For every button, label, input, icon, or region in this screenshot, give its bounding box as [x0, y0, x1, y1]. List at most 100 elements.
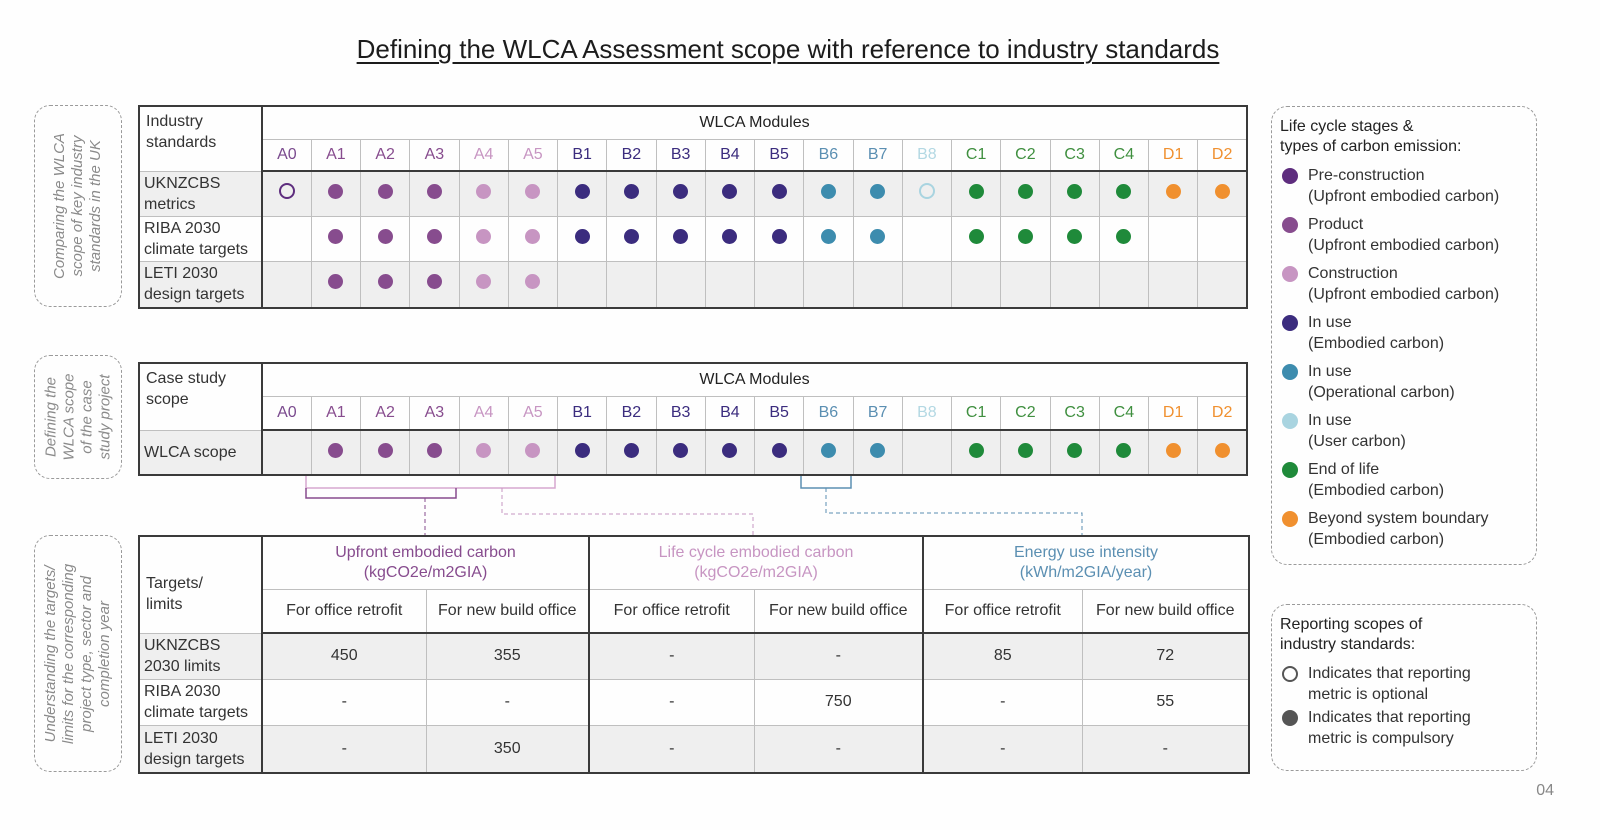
module-cell: [507, 170, 559, 217]
compulsory-marker-icon: [525, 274, 541, 290]
compulsory-marker-icon: [574, 183, 590, 199]
module-cell: [507, 260, 559, 309]
compulsory-marker-icon: [673, 442, 689, 458]
target-value: -: [922, 678, 1083, 726]
module-cell: [409, 260, 460, 309]
module-code-d1: D1: [1147, 395, 1199, 431]
legend-item-in-use-embodied: In use (Embodied carbon): [1280, 312, 1526, 354]
compulsory-marker-icon: [771, 183, 787, 199]
corner-label: Industry standards: [138, 105, 263, 172]
legend-line: (User carbon): [1308, 433, 1406, 450]
target-value: -: [425, 678, 590, 726]
module-cell: [606, 260, 657, 309]
table-row: WLCA scope: [138, 429, 1248, 476]
module-code-c2: C2: [1000, 138, 1051, 172]
target-value: -: [1081, 724, 1250, 774]
row-label-line: climate targets: [144, 240, 249, 258]
stage-dot-icon: [1282, 168, 1298, 184]
compulsory-marker-icon: [377, 228, 393, 244]
compulsory-marker-icon: [968, 228, 984, 244]
table-row: UKNZCBS 2030 limits 450 355- -85 72: [138, 632, 1250, 680]
legend-line: (Embodied carbon): [1308, 335, 1445, 352]
target-value: -: [261, 724, 427, 774]
side-label-case-study: Defining the WLCA scope of the case stud…: [34, 355, 122, 479]
compulsory-marker-icon: [722, 228, 738, 244]
legend-text: Construction (Upfront embodied carbon): [1308, 263, 1499, 305]
module-cell: [1197, 429, 1248, 476]
legend-text: In use (User carbon): [1308, 410, 1406, 452]
compulsory-marker-icon: [1116, 183, 1132, 199]
module-code-b8: B8: [901, 395, 953, 431]
legend-line: metric is optional: [1308, 686, 1429, 703]
sub-header: For office retrofit: [261, 588, 427, 634]
module-cell: [458, 170, 509, 217]
module-code-a0: A0: [261, 395, 312, 431]
legend-life-cycle-stages: Life cycle stages & types of carbon emis…: [1271, 106, 1537, 565]
module-code-b2: B2: [606, 395, 657, 431]
legend-line: Indicates that reporting: [1308, 665, 1471, 682]
row-label-line: RIBA 2030: [144, 219, 221, 237]
module-code-b5: B5: [753, 138, 805, 172]
corner-label-line: Case study: [146, 370, 227, 387]
targets-table: Targets/ limits Upfront embodied carbon …: [138, 535, 1251, 774]
module-cell: [310, 429, 362, 476]
legend-text: In use (Embodied carbon): [1308, 312, 1444, 354]
compulsory-marker-icon: [476, 228, 492, 244]
module-cell: [359, 429, 411, 476]
target-value: 355: [425, 632, 590, 680]
page-number: 04: [1536, 782, 1554, 799]
compulsory-marker-icon: [328, 442, 344, 458]
legend-text: In use (Operational carbon): [1308, 361, 1455, 403]
legend-line: metric is compulsory: [1308, 730, 1454, 747]
side-label-targets: Understanding the targets/ limits for th…: [34, 535, 122, 772]
modules-header: WLCA Modules: [261, 105, 1248, 140]
compulsory-marker-icon: [623, 442, 639, 458]
sub-header: For new build office: [753, 588, 924, 634]
module-cell: [409, 170, 460, 217]
compulsory-marker-icon: [870, 228, 886, 244]
legend-line: (Upfront embodied carbon): [1308, 237, 1500, 254]
module-cell: [458, 260, 509, 309]
legend-text: Pre-construction (Upfront embodied carbon…: [1308, 165, 1499, 207]
compulsory-marker-icon: [525, 442, 541, 458]
case-study-table: Case study scope WLCA Modules A0 A1 A2 A3 A4…: [138, 362, 1248, 476]
module-cell: [310, 170, 362, 217]
module-cell: [1197, 170, 1248, 217]
compulsory-marker-icon: [820, 183, 836, 199]
legend-line: Indicates that reporting: [1308, 709, 1471, 726]
optional-marker-icon: [278, 183, 295, 200]
row-label-line: WLCA scope: [144, 443, 237, 461]
legend-title-line: Life cycle stages &: [1280, 118, 1414, 135]
compulsory-marker-icon: [1214, 183, 1230, 199]
sub-header: For new build office: [425, 588, 590, 634]
module-cell: [1098, 260, 1150, 309]
module-codes-row: A0 A1 A2 A3 A4 A5 B1 B2 B3 B4 B5 B6 B7 B8 C1 C2 C3 C4 D1 D2: [139, 138, 1248, 172]
module-cell: [852, 170, 903, 217]
legend-text: Product (Upfront embodied carbon): [1308, 214, 1499, 256]
legend-item-product: Product (Upfront embodied carbon): [1280, 214, 1526, 256]
bracket-a1-a3: [305, 488, 457, 499]
compulsory-marker-icon: [673, 183, 689, 199]
legend-line: In use: [1308, 314, 1352, 331]
module-code-b6: B6: [803, 395, 854, 431]
legend-text: Indicates that reporting metric is compul…: [1308, 707, 1471, 749]
legend-item-in-use-operational: In use (Operational carbon): [1280, 361, 1526, 403]
compulsory-marker-icon: [771, 442, 787, 458]
legend-line: (Embodied carbon): [1308, 482, 1445, 499]
module-cell: [1049, 215, 1100, 262]
stage-dot-icon: [1282, 266, 1298, 282]
side-label-standards: Comparing the WLCA scope of key industry…: [34, 105, 122, 307]
compulsory-marker-icon: [673, 228, 689, 244]
module-cell: [606, 429, 657, 476]
legend-line: (Embodied carbon): [1308, 531, 1445, 548]
row-label: RIBA 2030 climate targets: [138, 678, 263, 726]
target-value: -: [753, 724, 924, 774]
compulsory-marker-icon: [377, 274, 393, 290]
module-code-c1: C1: [950, 395, 1002, 431]
module-code-d2: D2: [1197, 395, 1248, 431]
module-code-b2: B2: [606, 138, 657, 172]
module-cell: [852, 260, 903, 309]
module-cell: [753, 429, 805, 476]
optional-marker-icon: [918, 183, 935, 200]
target-value: -: [753, 632, 924, 680]
